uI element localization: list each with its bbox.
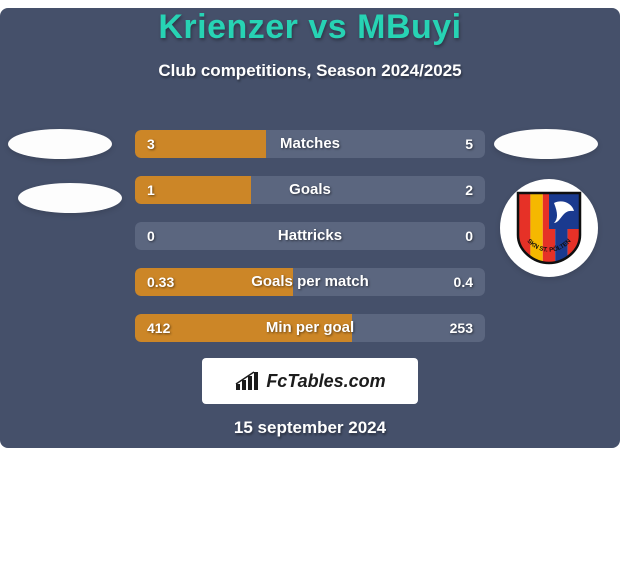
stat-row: 35Matches [135,130,485,158]
stat-bars: 35Matches 12Goals 00Hattricks 0.330.4Goals … [135,130,485,360]
comparison-panel: Krienzer vs MBuyi Club competitions, Sea… [0,8,620,448]
bars-icon [234,370,260,392]
comparison-title: Krienzer vs MBuyi [0,8,620,47]
attribution-text: FcTables.com [266,371,385,392]
stat-label: Goals [135,176,485,204]
stat-label: Hattricks [135,222,485,250]
player1-club-ellipse [18,183,122,213]
crest-svg: SKN ST. PÖLTEN [514,189,584,267]
comparison-subtitle: Club competitions, Season 2024/2025 [0,61,620,81]
comparison-date: 15 september 2024 [0,418,620,438]
player2-photo-ellipse [494,129,598,159]
stat-row: 00Hattricks [135,222,485,250]
stat-row: 412253Min per goal [135,314,485,342]
attribution-badge: FcTables.com [202,358,418,404]
player2-club-crest: SKN ST. PÖLTEN [500,179,598,277]
stat-label: Min per goal [135,314,485,342]
stat-row: 0.330.4Goals per match [135,268,485,296]
stat-label: Matches [135,130,485,158]
comparison-card: Krienzer vs MBuyi Club competitions, Sea… [0,0,620,448]
stat-row: 12Goals [135,176,485,204]
player1-photo-ellipse [8,129,112,159]
stat-label: Goals per match [135,268,485,296]
